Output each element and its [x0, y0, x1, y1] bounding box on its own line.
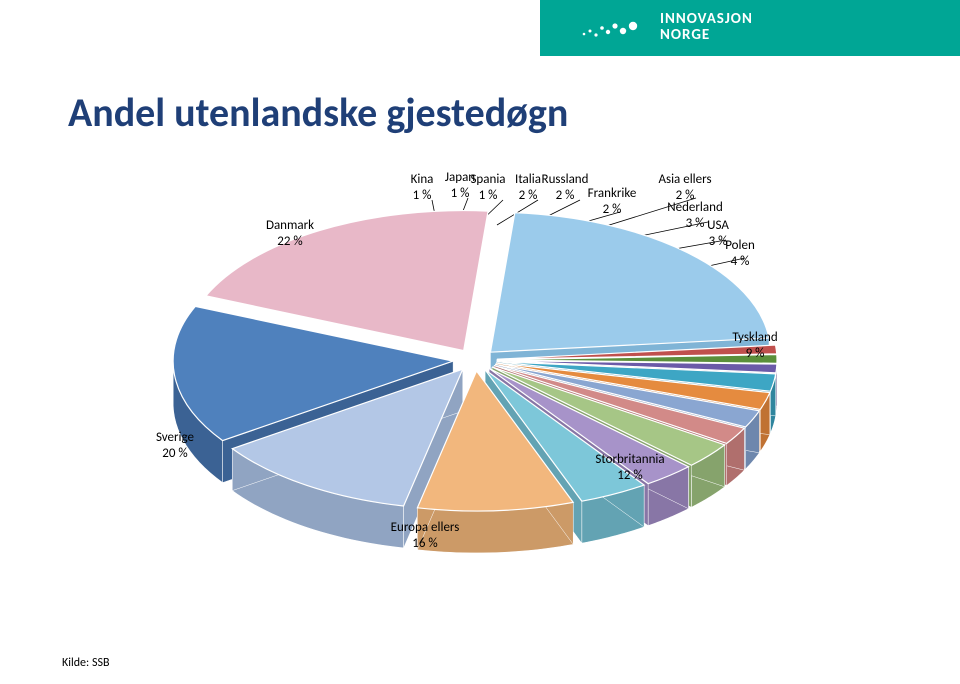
label-polen: Polen4 %	[725, 238, 755, 271]
label-europa-ellers: Europa ellers16 %	[391, 520, 460, 553]
label-spania: Spania1 %	[470, 172, 505, 205]
label-sverige: Sverige20 %	[156, 430, 194, 463]
label-russland: Russland2 %	[542, 172, 589, 205]
logo-dots-icon	[580, 14, 646, 42]
logo-line2: NORGE	[660, 28, 753, 44]
logo-text: INNOVASJON NORGE	[660, 12, 753, 44]
logo: INNOVASJON NORGE	[580, 12, 753, 44]
label-danmark: Danmark22 %	[266, 218, 314, 251]
label-tyskland: Tyskland9 %	[732, 330, 777, 363]
header-band: INNOVASJON NORGE	[540, 0, 960, 56]
page-title: Andel utenlandske gjestedøgn	[68, 88, 568, 137]
label-kina: Kina1 %	[411, 172, 434, 205]
source-label: Kilde: SSB	[62, 656, 110, 670]
pie-chart: Danmark22 %Kina1 %Japan1 %Spania1 %Itali…	[90, 150, 860, 610]
pie-svg	[90, 150, 860, 610]
label-storbritannia: Storbritannia12 %	[595, 452, 664, 485]
label-italia: Italia2 %	[515, 172, 541, 205]
label-frankrike: Frankrike2 %	[588, 186, 637, 219]
